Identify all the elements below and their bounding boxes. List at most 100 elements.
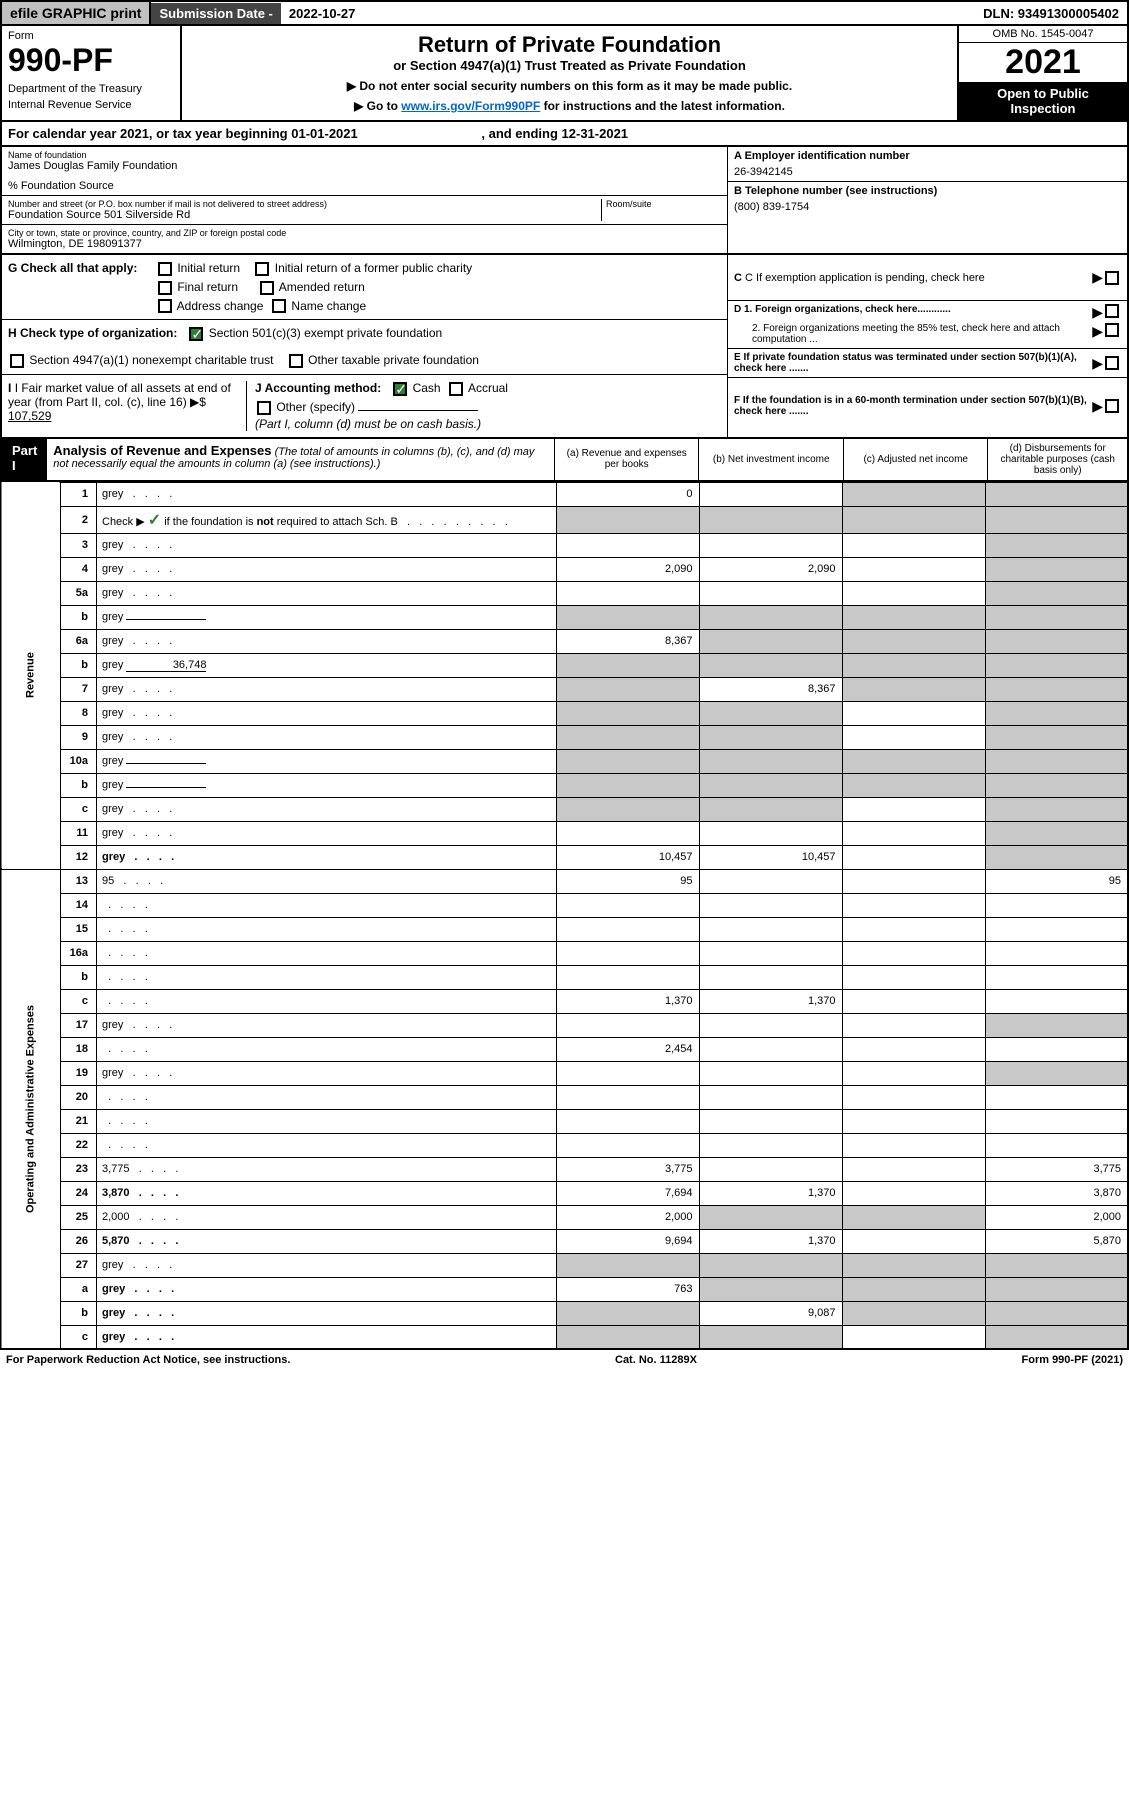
cell-c (842, 1229, 985, 1253)
submission-label: Submission Date - (151, 3, 280, 24)
d2-checkbox[interactable] (1105, 323, 1119, 337)
row-number: 24 (61, 1181, 97, 1205)
cell-c (842, 677, 985, 701)
amended-return-checkbox[interactable] (260, 281, 274, 295)
e-label: E If private foundation status was termi… (734, 352, 1077, 374)
cell-c (842, 653, 985, 677)
cell-b (699, 893, 842, 917)
col-a-header: (a) Revenue and expenses per books (554, 439, 699, 480)
instructions-link[interactable]: www.irs.gov/Form990PF (401, 99, 540, 113)
entity-info: Name of foundation James Douglas Family … (0, 147, 1129, 255)
table-row: 14 . . . . (1, 893, 1128, 917)
cell-c (842, 845, 985, 869)
row-number: 19 (61, 1061, 97, 1085)
cell-a (556, 749, 699, 773)
table-row: 12grey . . . .10,45710,457 (1, 845, 1128, 869)
initial-return-checkbox[interactable] (158, 262, 172, 276)
row-description: grey . . . . (97, 1013, 557, 1037)
row-description: grey . . . . (97, 797, 557, 821)
table-row: bgrey . . . .9,087 (1, 1301, 1128, 1325)
address-change-checkbox[interactable] (158, 299, 172, 313)
cell-b (699, 1277, 842, 1301)
name-change-checkbox[interactable] (272, 299, 286, 313)
cell-d: 95 (985, 869, 1128, 893)
row-number: 13 (61, 869, 97, 893)
cell-b (699, 629, 842, 653)
footer-right: Form 990-PF (2021) (1022, 1354, 1124, 1366)
row-description: . . . . (97, 1133, 557, 1157)
row-number: b (61, 605, 97, 629)
foundation-name: James Douglas Family Foundation (8, 160, 721, 172)
cash-checkbox[interactable] (393, 382, 407, 396)
cell-b (699, 725, 842, 749)
cell-d (985, 965, 1128, 989)
cell-a: 3,775 (556, 1157, 699, 1181)
other-method-checkbox[interactable] (257, 401, 271, 415)
form-label: Form (8, 30, 174, 42)
address: Foundation Source 501 Silverside Rd (8, 209, 601, 221)
row-description: grey . . . . (97, 821, 557, 845)
cell-a (556, 797, 699, 821)
table-row: cgrey . . . . (1, 797, 1128, 821)
cell-d (985, 845, 1128, 869)
cell-c (842, 821, 985, 845)
cell-c (842, 1013, 985, 1037)
cell-a (556, 1253, 699, 1277)
row-number: 12 (61, 845, 97, 869)
cell-b (699, 482, 842, 506)
e-checkbox[interactable] (1105, 356, 1119, 370)
row-number: 3 (61, 533, 97, 557)
table-row: 6agrey . . . .8,367 (1, 629, 1128, 653)
cell-b (699, 1253, 842, 1277)
cell-b (699, 821, 842, 845)
care-of: % Foundation Source (8, 180, 721, 192)
cell-c (842, 1037, 985, 1061)
row-number: 11 (61, 821, 97, 845)
cell-c (842, 1253, 985, 1277)
cell-d (985, 1253, 1128, 1277)
row-number: 14 (61, 893, 97, 917)
cell-a: 2,000 (556, 1205, 699, 1229)
f-checkbox[interactable] (1105, 399, 1119, 413)
initial-former-checkbox[interactable] (255, 262, 269, 276)
i-label: I Fair market value of all assets at end… (8, 381, 231, 409)
final-return-checkbox[interactable] (158, 281, 172, 295)
efile-label[interactable]: efile GRAPHIC print (2, 2, 151, 24)
c-checkbox[interactable] (1105, 271, 1119, 285)
revenue-side-label: Revenue (1, 482, 61, 869)
cell-c (842, 1205, 985, 1229)
cell-d (985, 533, 1128, 557)
ein-label: A Employer identification number (734, 150, 1121, 162)
4947-checkbox[interactable] (10, 354, 24, 368)
cell-d (985, 821, 1128, 845)
row-number: b (61, 773, 97, 797)
cell-d: 2,000 (985, 1205, 1128, 1229)
cell-d (985, 677, 1128, 701)
instruction-1: ▶ Do not enter social security numbers o… (188, 79, 951, 93)
address-label: Number and street (or P.O. box number if… (8, 199, 601, 209)
row-number: 7 (61, 677, 97, 701)
row-number: 15 (61, 917, 97, 941)
cell-a: 1,370 (556, 989, 699, 1013)
footer-left: For Paperwork Reduction Act Notice, see … (6, 1354, 290, 1366)
table-row: cgrey . . . . (1, 1325, 1128, 1349)
col-d-header: (d) Disbursements for charitable purpose… (987, 439, 1127, 480)
part1-table: Revenue1grey . . . .02Check ▶ ✓ if the f… (0, 482, 1129, 1351)
501c3-checkbox[interactable] (189, 327, 203, 341)
accrual-checkbox[interactable] (449, 382, 463, 396)
row-description: grey . . . . (97, 1061, 557, 1085)
cell-b: 9,087 (699, 1301, 842, 1325)
table-row: 27grey . . . . (1, 1253, 1128, 1277)
table-row: c . . . .1,3701,370 (1, 989, 1128, 1013)
row-description: grey . . . . (97, 482, 557, 506)
table-row: 20 . . . . (1, 1085, 1128, 1109)
cell-c (842, 749, 985, 773)
cell-b (699, 1085, 842, 1109)
cell-d (985, 701, 1128, 725)
row-number: 4 (61, 557, 97, 581)
phone-value: (800) 839-1754 (734, 201, 1121, 213)
room-label: Room/suite (606, 199, 721, 209)
d1-checkbox[interactable] (1105, 304, 1119, 318)
other-taxable-checkbox[interactable] (289, 354, 303, 368)
cell-b (699, 773, 842, 797)
